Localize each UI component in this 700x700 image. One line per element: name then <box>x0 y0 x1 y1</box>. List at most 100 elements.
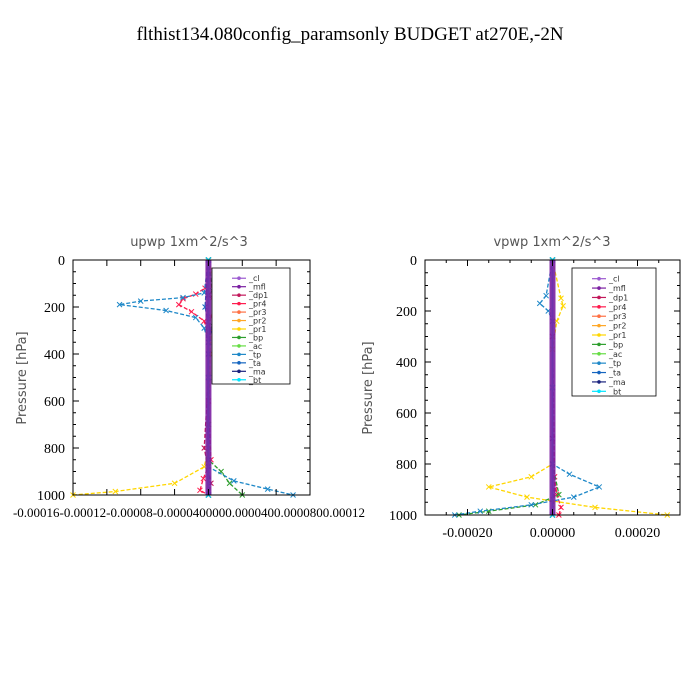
upwp-legend-label: _pr3 <box>248 308 266 317</box>
vpwp-point-pr1 <box>560 303 566 309</box>
upwp-point-pr4 <box>197 487 203 494</box>
upwp-y-axis-label: Pressure [hPa] <box>15 331 30 424</box>
vpwp-panel-title: vpwp 1xm^2/s^3 <box>493 235 610 250</box>
vpwp-y-tick-label: 0 <box>410 254 417 269</box>
upwp-point-tp <box>163 307 169 314</box>
upwp-y-tick-label: 400 <box>44 348 65 363</box>
upwp-x-tick-labels: -0.00016-0.00012-0.00008-0.0000400000.00… <box>13 505 365 520</box>
vpwp-legend-marker <box>597 342 601 347</box>
vpwp-x-tick-label: 0.00020 <box>615 526 661 541</box>
vpwp-legend-label: _ma <box>608 378 626 387</box>
upwp-legend-label: _ma <box>248 367 266 376</box>
vpwp-legend-label: _bt <box>608 387 621 396</box>
vpwp-point-bp <box>556 491 562 498</box>
upwp-legend-label: _ta <box>248 359 261 368</box>
vpwp-y-tick-label: 600 <box>396 407 417 422</box>
vpwp-legend-label: _ac <box>608 350 622 359</box>
vpwp-legend-label: _bp <box>608 340 623 349</box>
upwp-legend-marker <box>237 293 241 297</box>
vpwp-y-axis-label: Pressure [hPa] <box>361 341 376 434</box>
vpwp-legend <box>571 267 657 397</box>
upwp-y-tick-label: 1000 <box>37 489 65 504</box>
upwp-point-pr1 <box>112 488 119 495</box>
vpwp-legend-marker <box>597 305 601 309</box>
upwp-point-pr4 <box>188 308 195 315</box>
vpwp-legend-marker <box>597 389 601 394</box>
upwp-legend-label: _bp <box>248 333 263 342</box>
upwp-legend-label: _cl <box>248 274 260 283</box>
upwp-legend-marker <box>237 344 241 348</box>
upwp-point-pr4 <box>175 301 182 308</box>
vpwp-legend-label: _pr2 <box>608 322 626 331</box>
upwp-y-tick-label: 600 <box>44 395 65 410</box>
vpwp-legend-label: _pr3 <box>608 312 626 321</box>
upwp-point-bp <box>226 480 233 487</box>
upwp-y-tick-label: 0 <box>58 254 65 269</box>
vpwp-legend-marker <box>597 323 601 328</box>
upwp-legend-marker <box>237 310 241 314</box>
vpwp-point-tp <box>566 471 573 478</box>
upwp-legend-marker <box>237 276 241 281</box>
vpwp-legend-marker <box>597 351 601 356</box>
upwp-panel: upwp 1xm^2/s^3 Pressure [hPa] -0.00016-0… <box>13 235 365 520</box>
upwp-point-tp <box>116 301 123 308</box>
upwp-legend-label: _pr1 <box>248 325 266 334</box>
vpwp-point-pr4 <box>558 504 564 511</box>
vpwp-y-tick-label: 1000 <box>389 509 417 524</box>
upwp-point-tp <box>137 298 144 304</box>
upwp-legend-label: _tp <box>248 350 261 359</box>
vpwp-legend-marker <box>597 286 601 290</box>
vpwp-legend-marker <box>597 361 601 365</box>
upwp-legend-label: _bt <box>248 376 261 385</box>
vpwp-point-tp <box>528 501 535 508</box>
upwp-legend-label: _ac <box>248 342 262 351</box>
upwp-legend-label: _pr4 <box>248 300 266 309</box>
vpwp-point-tp <box>543 292 549 299</box>
upwp-legend-marker <box>237 318 241 323</box>
upwp-y-tick-label: 200 <box>44 301 65 316</box>
vpwp-x-tick-label: -0.00020 <box>442 526 492 541</box>
upwp-legend-marker <box>237 369 241 374</box>
vpwp-legend-label: _pr1 <box>608 331 626 340</box>
vpwp-x-tick-label: 0.00000 <box>530 526 576 541</box>
vpwp-y-tick-label: 200 <box>396 305 417 320</box>
vpwp-legend-marker <box>597 333 601 337</box>
upwp-legend-marker <box>237 335 241 340</box>
vpwp-y-tick-label: 400 <box>396 356 417 371</box>
vpwp-point-bp <box>532 501 539 508</box>
vpwp-legend-marker <box>597 314 601 319</box>
upwp-legend-marker <box>237 361 241 365</box>
vpwp-point-pr1 <box>485 484 492 490</box>
upwp-point-tp <box>230 478 237 484</box>
vpwp-point-pr1 <box>558 295 564 302</box>
upwp-legend-label: _mfl <box>248 283 266 292</box>
vpwp-legend-label: _ta <box>608 369 621 378</box>
vpwp-legend-label: _dp1 <box>608 293 628 302</box>
vpwp-legend-marker <box>597 295 601 300</box>
vpwp-point-pr1 <box>528 473 535 480</box>
upwp-panel-title: upwp 1xm^2/s^3 <box>130 235 248 250</box>
vpwp-legend-label: _cl <box>608 275 620 284</box>
upwp-legend-marker <box>237 327 241 331</box>
upwp-point-tp <box>180 294 186 301</box>
vpwp-point-pr1 <box>524 494 530 501</box>
upwp-legend-marker <box>237 284 241 289</box>
upwp-center-profile <box>205 260 212 495</box>
upwp-legend-marker <box>237 377 241 382</box>
vpwp-point-tp <box>596 484 603 490</box>
vpwp-legend-label: _tp <box>608 359 621 368</box>
vpwp-point-tp <box>536 300 543 307</box>
upwp-point-tp <box>264 486 271 492</box>
upwp-point-tp <box>192 314 199 321</box>
vpwp-point-tp <box>477 508 484 515</box>
upwp-legend-label: _pr2 <box>248 317 266 326</box>
upwp-point-pr4 <box>200 475 207 482</box>
vpwp-point-tp <box>570 494 577 501</box>
figure-title: flthist134.080config_paramsonly BUDGET a… <box>136 24 563 45</box>
upwp-legend-marker <box>237 301 241 306</box>
vpwp-legend-marker <box>597 276 601 281</box>
upwp-legend <box>211 267 291 385</box>
upwp-point-pr1 <box>171 480 178 487</box>
vpwp-point-pr1 <box>592 504 598 511</box>
vpwp-center-profile <box>549 260 556 515</box>
